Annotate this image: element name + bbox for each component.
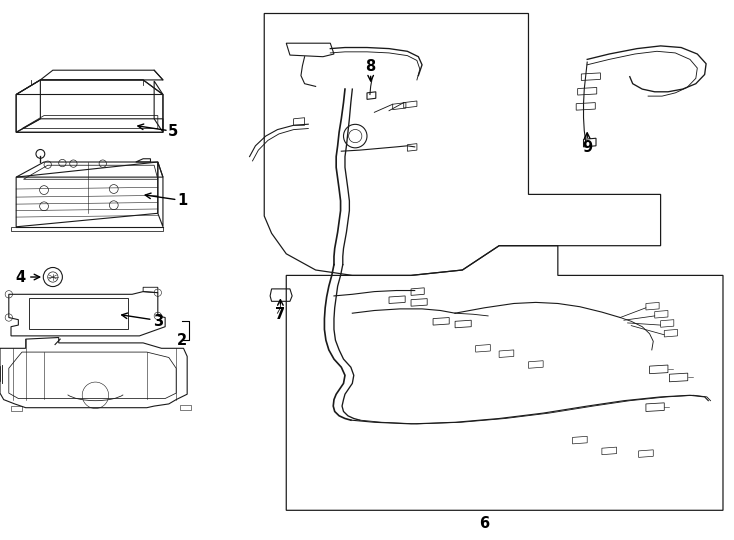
Text: 5: 5 — [168, 124, 178, 139]
Text: 7: 7 — [275, 307, 286, 322]
Text: 3: 3 — [153, 314, 163, 329]
Text: 1: 1 — [177, 193, 187, 208]
Text: 6: 6 — [479, 516, 490, 531]
Text: 4: 4 — [15, 269, 26, 285]
Text: 8: 8 — [366, 59, 376, 75]
Text: 9: 9 — [582, 140, 592, 156]
Text: 2: 2 — [177, 333, 187, 348]
